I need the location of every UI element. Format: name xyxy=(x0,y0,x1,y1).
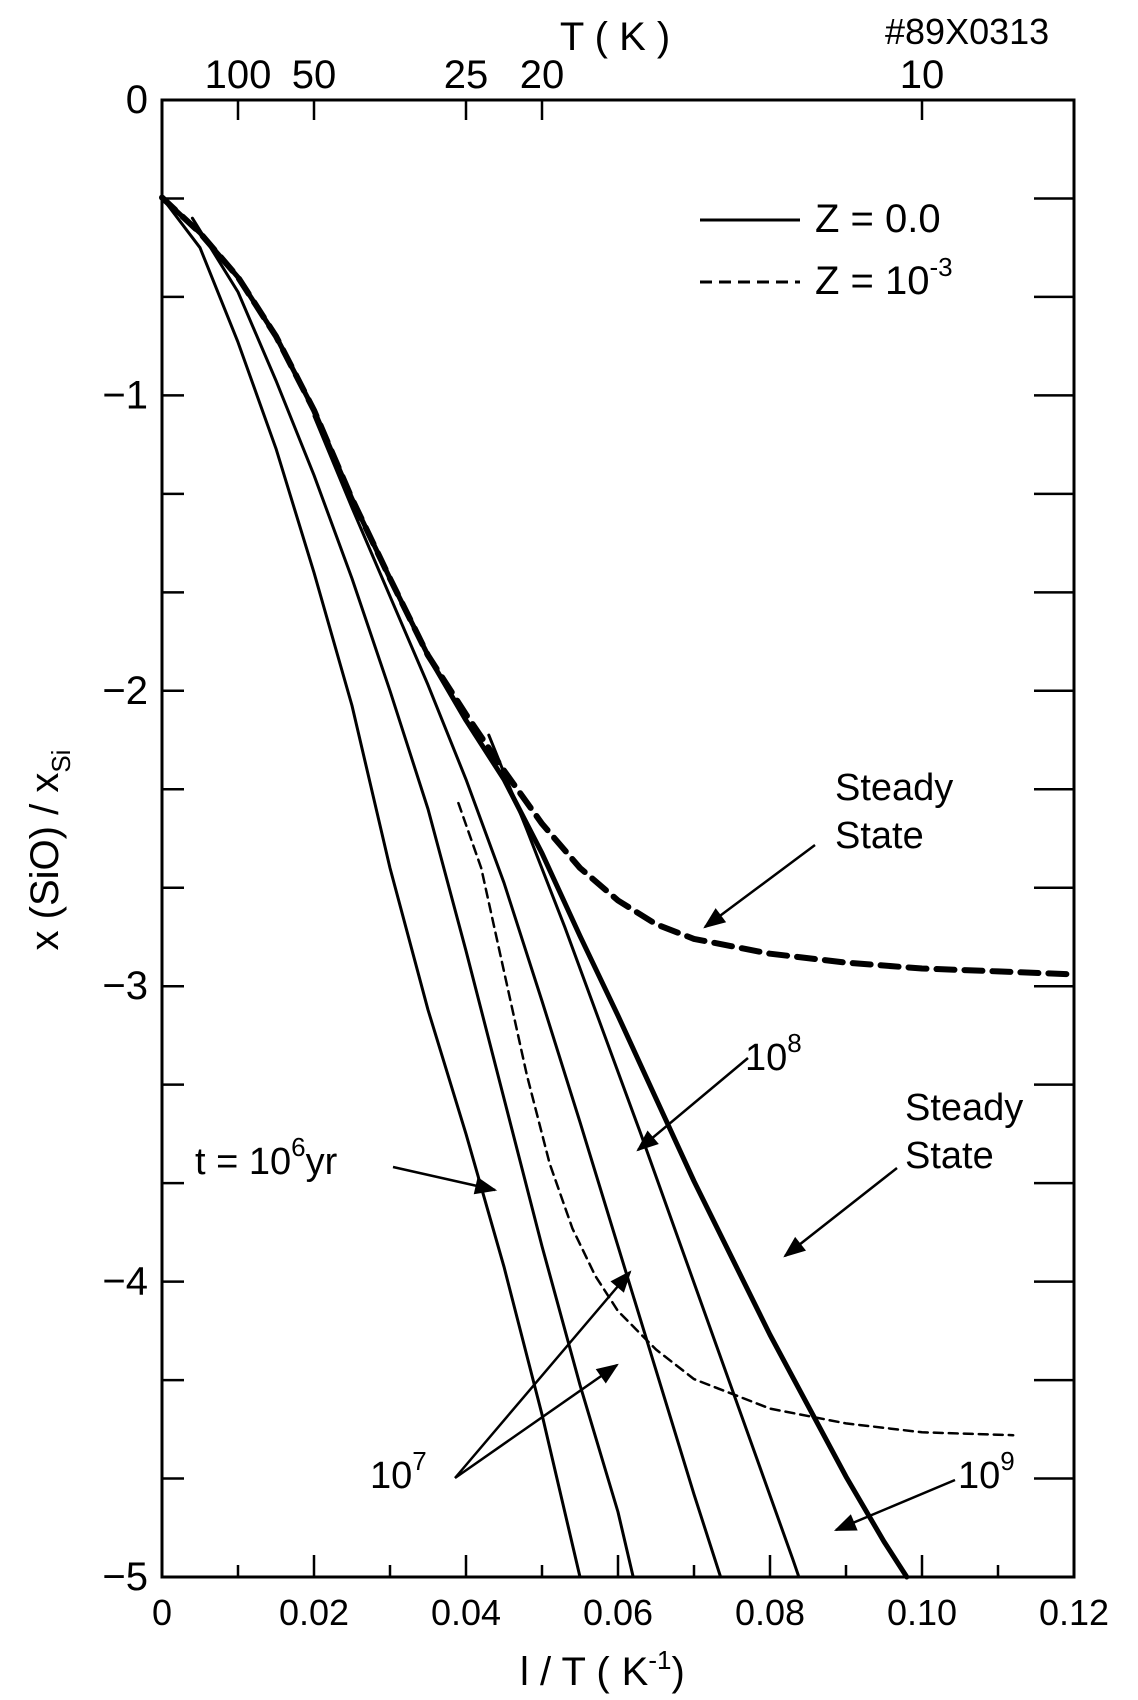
arrow-t1e8 xyxy=(636,1057,749,1152)
top-tick-label: 20 xyxy=(520,53,565,97)
series-line-t1e7_dashed xyxy=(457,801,1015,1437)
y-tick-label: 0 xyxy=(126,78,148,122)
annotation-steady-state-dashed: Steady State xyxy=(703,767,953,929)
series-line-t1e9 xyxy=(487,733,801,1579)
x-tick-label: 0.02 xyxy=(279,1592,349,1633)
x-axis-label: l / T (K-1) xyxy=(520,1645,685,1694)
y-tick-label: −1 xyxy=(102,373,148,417)
svg-text:t = 106yr: t = 106yr xyxy=(195,1132,338,1183)
top-tick-label: 25 xyxy=(444,53,489,97)
arrow-t1e6 xyxy=(392,1165,498,1195)
series-line-ss_solid xyxy=(159,195,910,1580)
svg-text:108: 108 xyxy=(745,1028,802,1079)
svg-text:State: State xyxy=(835,815,924,857)
y-tick-label: −4 xyxy=(102,1260,148,1304)
svg-text:State: State xyxy=(905,1135,994,1177)
legend-label-z3: Z = 10-3 xyxy=(815,252,953,303)
annotation-t1e6: t = 106yr xyxy=(195,1132,498,1195)
annotation-steady-state-solid: Steady State xyxy=(783,1087,1023,1258)
series-line-t1e8 xyxy=(312,414,723,1579)
x-tick-label: 0.08 xyxy=(735,1592,805,1633)
arrow-steady-state-solid xyxy=(783,1167,898,1258)
arrow-t1e7-upper xyxy=(454,1270,632,1479)
y-tick-label: −5 xyxy=(102,1555,148,1599)
top-tick-label: 10 xyxy=(900,53,945,97)
annotation-t1e8: 108 xyxy=(636,1028,802,1152)
svg-text:Steady: Steady xyxy=(835,767,953,809)
legend: Z = 0.0 Z = 10-3 xyxy=(700,197,953,303)
y-tick-label: −3 xyxy=(102,964,148,1008)
x-tick-label: 0.12 xyxy=(1039,1592,1109,1633)
series-line-ss_dashed xyxy=(159,194,1077,978)
curves xyxy=(159,194,1077,1580)
x-tick-label: 0 xyxy=(152,1592,172,1633)
series-line-t1e6 xyxy=(160,196,582,1579)
figure-id: #89X0313 xyxy=(885,11,1049,52)
y-tick-label: −2 xyxy=(102,669,148,713)
x-tick-label: 0.10 xyxy=(887,1592,957,1633)
annotation-t1e9: 109 xyxy=(833,1446,1015,1532)
annotation-t1e7: 107 xyxy=(370,1270,632,1497)
arrow-t1e7-lower xyxy=(454,1363,619,1480)
svg-text:109: 109 xyxy=(958,1446,1015,1497)
svg-text:x (SiO) / xSi: x (SiO) / xSi xyxy=(23,750,76,951)
x-tick-label: 0.04 xyxy=(431,1592,501,1633)
top-axis-label: T ( K ) xyxy=(560,15,670,59)
series-line-t1e7 xyxy=(190,216,635,1579)
legend-label-z0: Z = 0.0 xyxy=(815,197,941,241)
y-axis-label: x (SiO) / xSi xyxy=(23,750,76,951)
top-tick-label: 50 xyxy=(292,53,337,97)
svg-text:107: 107 xyxy=(370,1446,427,1497)
x-tick-label: 0.06 xyxy=(583,1592,653,1633)
arrow-t1e9 xyxy=(833,1478,956,1532)
axes: 0 0.02 0.04 0.06 0.08 0.10 0.12 0 −1 −2 −3 −4 −5 100 5… xyxy=(102,53,1109,1633)
top-tick-label: 100 xyxy=(205,53,272,97)
plot-frame xyxy=(160,98,1076,1579)
arrow-steady-state-dashed xyxy=(703,843,816,929)
svg-text:Steady: Steady xyxy=(905,1087,1023,1129)
